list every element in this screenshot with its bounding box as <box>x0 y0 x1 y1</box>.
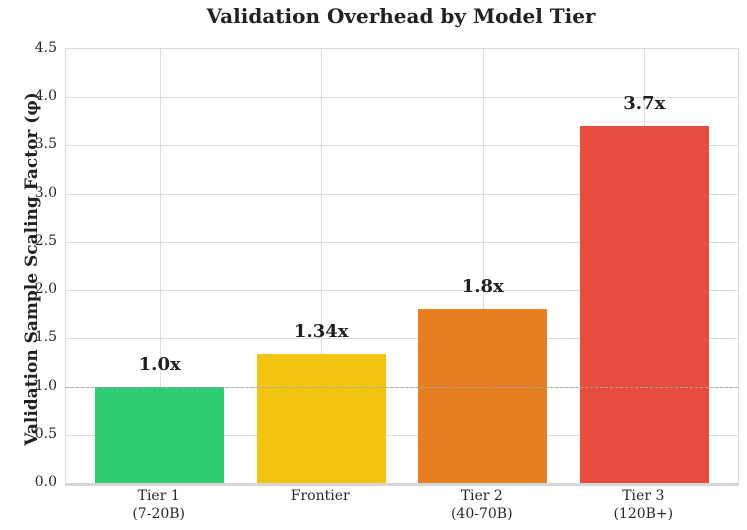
horizontal-gridline <box>66 145 738 147</box>
horizontal-gridline <box>66 193 738 195</box>
vertical-gridline <box>482 49 484 483</box>
x-tick-label-frontier: Frontier <box>290 488 350 504</box>
horizontal-gridline <box>66 434 738 436</box>
bar-value-label-tier-3: 3.7x <box>623 93 666 115</box>
y-tick-label-2.5: 2.5 <box>34 232 57 249</box>
plot-area: 1.0x 1.34x 1.8x 3.7x <box>65 48 739 486</box>
bar-frontier <box>256 353 386 483</box>
y-tick-label-0.0: 0.0 <box>34 474 57 490</box>
bar-value-label-tier-1: 1.0x <box>138 353 181 375</box>
bar-value-label-frontier: 1.34x <box>293 320 349 342</box>
horizontal-gridline <box>66 241 738 243</box>
bar-tier-2 <box>418 309 548 483</box>
bar-tier-3 <box>579 126 709 483</box>
bar-tier-1 <box>95 386 225 483</box>
y-tick-label-4.0: 4.0 <box>34 88 57 105</box>
horizontal-gridline <box>66 97 738 99</box>
horizontal-gridline <box>66 290 738 292</box>
reference-line-baseline <box>66 386 738 388</box>
y-tick-label-4.5: 4.5 <box>34 40 57 56</box>
y-axis-label: Validation Sample Scaling Factor (φ) <box>22 92 42 446</box>
x-tick-label-tier-2: Tier 2 (40-70B) <box>450 488 513 522</box>
horizontal-gridline <box>66 338 738 340</box>
vertical-gridline <box>159 49 161 483</box>
y-tick-label-3.0: 3.0 <box>34 184 57 201</box>
y-tick-label-0.5: 0.5 <box>34 425 57 442</box>
y-tick-label-1.0: 1.0 <box>34 377 57 394</box>
y-tick-label-3.5: 3.5 <box>34 136 57 153</box>
x-tick-label-tier-3: Tier 3 (120B+) <box>613 488 674 522</box>
y-tick-label-2.0: 2.0 <box>34 281 57 298</box>
x-tick-label-tier-1: Tier 1 (7-20B) <box>132 488 186 522</box>
vertical-gridline <box>321 49 323 483</box>
chart-title: Validation Overhead by Model Tier <box>206 4 596 28</box>
bar-value-label-tier-2: 1.8x <box>461 276 504 298</box>
y-tick-label-1.5: 1.5 <box>34 329 57 346</box>
